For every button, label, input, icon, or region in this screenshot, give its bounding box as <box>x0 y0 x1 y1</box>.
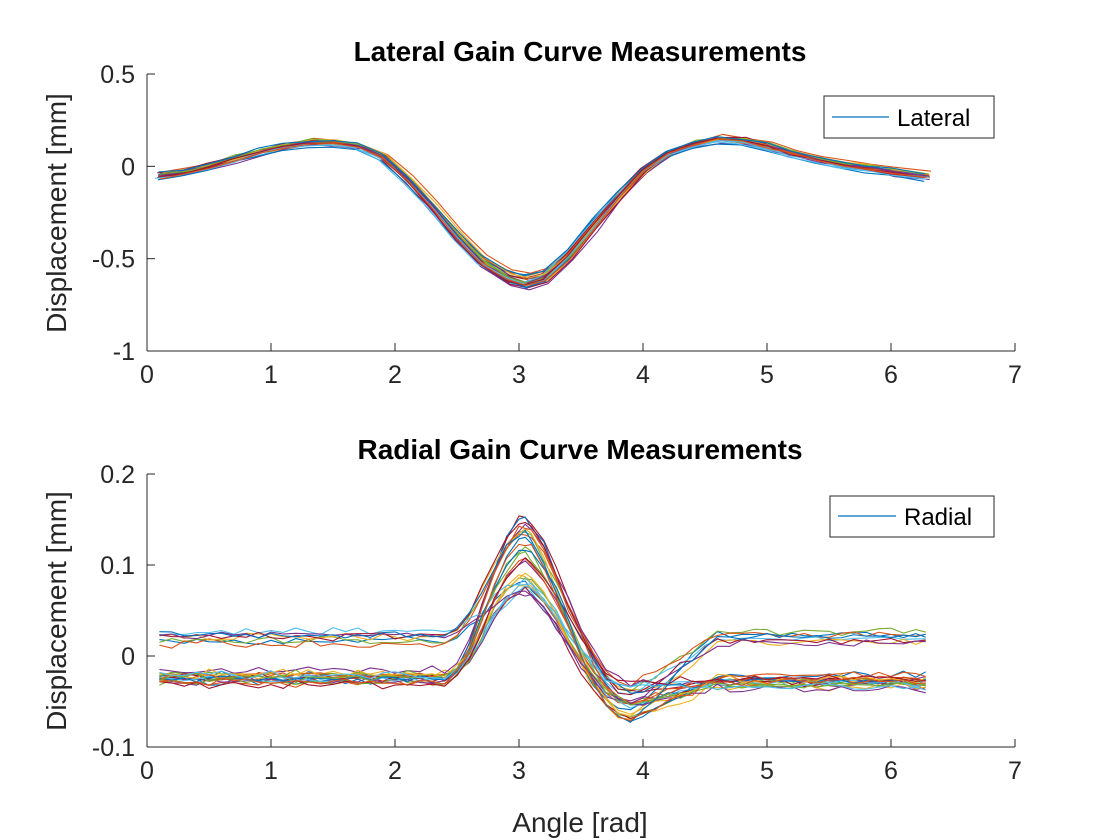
radial-trace <box>159 546 926 718</box>
radial-trace <box>159 543 926 722</box>
radial-trace <box>159 530 926 692</box>
lateral-trace <box>157 143 925 285</box>
y-tick-label: 0.1 <box>100 552 135 580</box>
radial-trace <box>159 572 926 715</box>
x-tick-label: 3 <box>512 757 526 785</box>
x-tick-label: 4 <box>636 757 650 785</box>
x-tick-label: 2 <box>388 361 402 389</box>
y-tick-label: 0 <box>121 643 135 671</box>
radial-trace <box>159 590 926 704</box>
x-tick-label: 0 <box>140 361 154 389</box>
axis-ticks: 0 1 2 3 4 5 6 70.20.10-0.1 <box>92 461 1022 785</box>
lateral-trace <box>154 141 922 284</box>
x-tick-label: 3 <box>512 361 526 389</box>
radial-trace <box>159 557 926 705</box>
y-tick-label: 0.5 <box>100 61 135 89</box>
x-tick-label: 2 <box>388 757 402 785</box>
radial-trace <box>159 577 926 696</box>
radial-trace <box>159 593 926 706</box>
legend[interactable]: Radial <box>829 495 995 538</box>
legend-box <box>823 95 995 139</box>
radial-trace <box>159 549 926 694</box>
y-tick-label: 0.2 <box>100 461 135 489</box>
x-tick-label: 4 <box>636 361 650 389</box>
radial-trace <box>159 583 926 691</box>
plot-lines <box>159 515 927 723</box>
chart-title: Lateral Gain Curve Measurements <box>354 36 807 67</box>
x-tick-label: 5 <box>760 361 774 389</box>
radial-trace <box>159 515 926 693</box>
lateral-chart: Lateral Gain Curve Measurements Displace… <box>41 36 1022 389</box>
legend-label: Lateral <box>897 105 970 132</box>
x-tick-label: 1 <box>264 361 278 389</box>
radial-trace <box>159 586 926 720</box>
x-axis-label: Angle [rad] <box>512 807 647 838</box>
lateral-trace <box>160 138 927 286</box>
y-tick-label: -0.1 <box>92 734 135 762</box>
x-tick-label: 6 <box>884 361 898 389</box>
lateral-trace <box>158 136 926 277</box>
lateral-trace <box>163 142 930 280</box>
legend[interactable]: Lateral <box>823 95 995 139</box>
y-tick-label: -0.5 <box>92 246 135 274</box>
y-axis-label: Displacement [mm] <box>41 491 72 731</box>
lateral-trace <box>162 137 929 285</box>
x-tick-label: 6 <box>884 757 898 785</box>
plot-lines <box>154 133 932 291</box>
radial-trace <box>159 529 926 723</box>
x-tick-label: 5 <box>760 757 774 785</box>
x-tick-label: 7 <box>1008 361 1022 389</box>
radial-chart: Radial Gain Curve Measurements Displacem… <box>41 434 1022 838</box>
y-tick-label: -1 <box>113 338 135 366</box>
radial-trace <box>159 528 926 717</box>
x-tick-label: 1 <box>264 757 278 785</box>
radial-trace <box>159 521 926 696</box>
axis-ticks: 0 1 2 3 4 5 6 7 0.5 0 -0.5 -1 <box>92 61 1022 389</box>
radial-trace <box>159 550 926 706</box>
lateral-trace <box>157 137 925 286</box>
chart-title: Radial Gain Curve Measurements <box>357 434 802 465</box>
x-tick-label: 0 <box>140 757 154 785</box>
x-tick-label: 7 <box>1008 757 1022 785</box>
lateral-trace <box>164 133 932 274</box>
y-axis-label: Displacement [mm] <box>41 93 72 333</box>
y-tick-label: 0 <box>121 153 135 181</box>
radial-trace <box>159 574 926 720</box>
radial-trace <box>159 557 926 690</box>
legend-label: Radial <box>904 504 972 531</box>
